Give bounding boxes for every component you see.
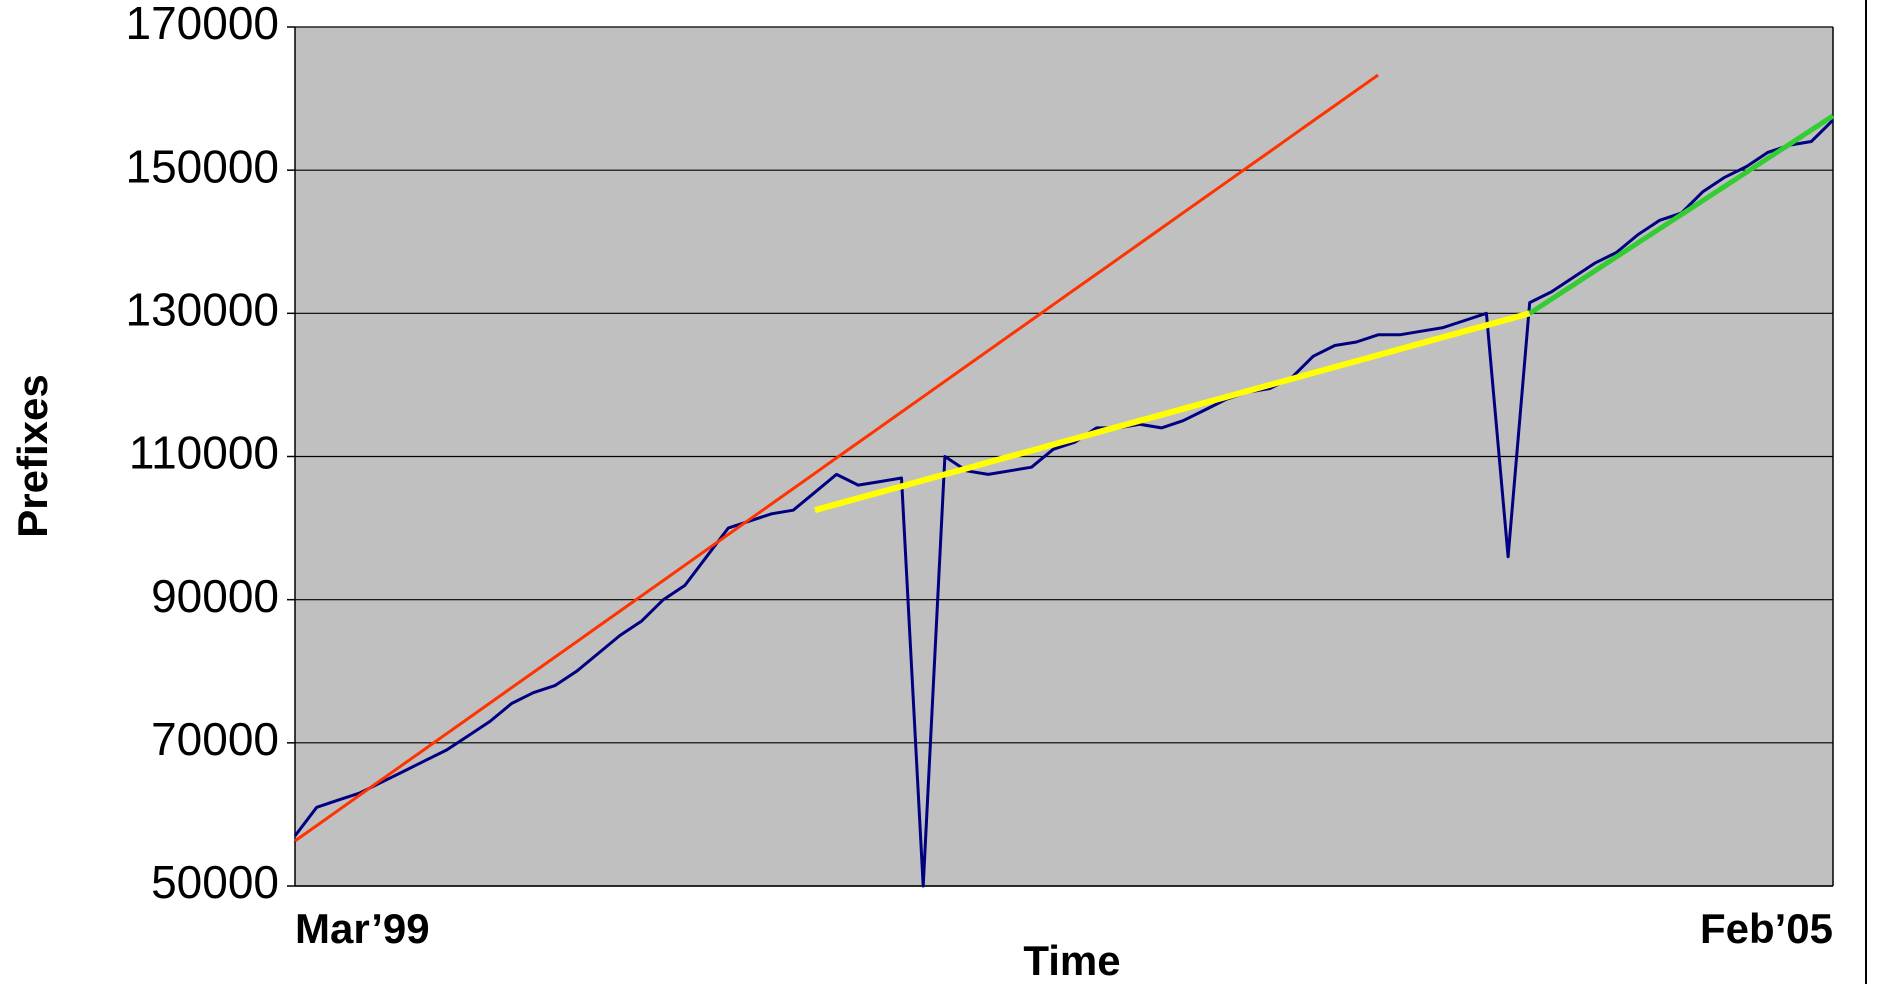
y-tick-label: 70000 [151, 713, 279, 765]
y-axis-title: Prefixes [9, 374, 56, 537]
y-tick-label: 50000 [151, 856, 279, 908]
series-line [1528, 113, 1835, 316]
x-tick-label: Feb’05 [1700, 905, 1833, 952]
y-tick-label: 90000 [151, 570, 279, 622]
series-line [814, 310, 1531, 514]
y-tick-label: 150000 [126, 140, 280, 192]
y-tick-label: 170000 [126, 0, 280, 49]
y-tick-label: 130000 [126, 283, 280, 335]
x-tick-label: Mar’99 [295, 905, 430, 952]
y-tick-label: 110000 [129, 427, 279, 479]
series-line [294, 73, 1379, 843]
x-axis-title: Time [1023, 937, 1120, 984]
series-line [293, 119, 1835, 888]
